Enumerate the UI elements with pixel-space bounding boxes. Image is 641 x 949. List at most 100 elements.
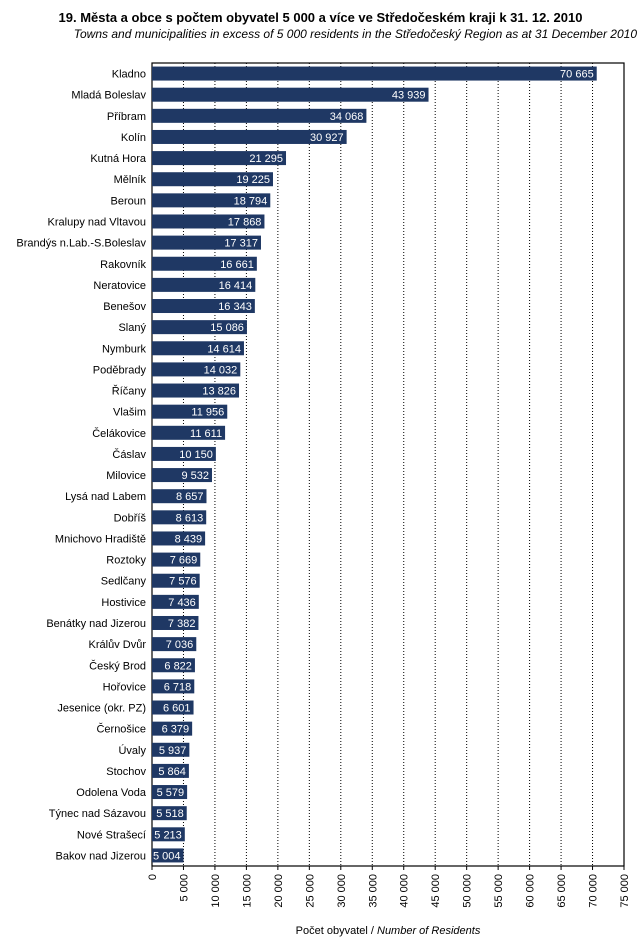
value-label: 34 068 bbox=[330, 111, 364, 123]
bar bbox=[152, 721, 193, 736]
bar bbox=[152, 235, 261, 250]
value-label: 7 669 bbox=[170, 555, 198, 567]
bar bbox=[152, 299, 255, 314]
bar bbox=[152, 193, 271, 208]
value-label: 9 532 bbox=[181, 470, 209, 482]
value-label: 16 661 bbox=[220, 259, 254, 271]
value-label: 11 956 bbox=[191, 407, 224, 419]
x-axis-label-en: Number of Residents bbox=[377, 925, 481, 937]
bar bbox=[152, 510, 207, 525]
bar bbox=[152, 383, 240, 398]
x-tick-label: 35 000 bbox=[367, 874, 379, 908]
bar bbox=[152, 489, 207, 504]
value-label: 6 601 bbox=[163, 703, 191, 715]
category-label: Mnichovo Hradiště bbox=[55, 533, 146, 545]
bar bbox=[152, 679, 195, 694]
category-label: Čáslav bbox=[112, 448, 146, 461]
bar bbox=[152, 468, 212, 483]
category-label: Benešov bbox=[103, 301, 146, 313]
x-tick-label: 75 000 bbox=[619, 874, 631, 908]
bar bbox=[152, 172, 273, 187]
value-label: 8 657 bbox=[176, 491, 204, 503]
category-label: Stochov bbox=[106, 766, 146, 778]
bar bbox=[152, 151, 287, 166]
value-label: 7 576 bbox=[169, 576, 197, 588]
category-label: Neratovice bbox=[93, 280, 146, 292]
bar bbox=[152, 277, 256, 292]
value-label: 21 295 bbox=[249, 153, 283, 165]
x-tick-label: 65 000 bbox=[556, 874, 568, 908]
category-label: Jesenice (okr. PZ) bbox=[57, 703, 146, 715]
value-label: 10 150 bbox=[179, 449, 213, 461]
category-label: Rakovník bbox=[100, 259, 146, 271]
category-label: Kutná Hora bbox=[90, 153, 147, 165]
category-label: Mělník bbox=[114, 174, 147, 186]
x-tick-label: 10 000 bbox=[210, 874, 222, 908]
value-label: 7 382 bbox=[168, 618, 196, 630]
category-label: Lysá nad Labem bbox=[65, 491, 146, 503]
bar bbox=[152, 763, 189, 778]
bar bbox=[152, 531, 206, 546]
x-tick-label: 5 000 bbox=[178, 874, 190, 902]
category-label: Černošice bbox=[96, 723, 146, 736]
value-label: 18 794 bbox=[234, 195, 268, 207]
bar bbox=[152, 594, 199, 609]
bar bbox=[152, 214, 265, 229]
category-label: Hořovice bbox=[103, 681, 146, 693]
value-label: 7 036 bbox=[166, 639, 194, 651]
value-label: 16 414 bbox=[219, 280, 253, 292]
category-label: Poděbrady bbox=[93, 364, 147, 376]
bar bbox=[152, 658, 195, 673]
value-label: 15 086 bbox=[210, 322, 244, 334]
bar bbox=[152, 615, 199, 630]
category-label: Slaný bbox=[118, 322, 146, 334]
category-label: Nové Strašecí bbox=[77, 829, 146, 841]
value-label: 17 317 bbox=[224, 238, 258, 250]
bar bbox=[152, 129, 347, 144]
value-label: 5 579 bbox=[157, 787, 185, 799]
bar bbox=[152, 362, 241, 377]
value-label: 5 864 bbox=[158, 766, 186, 778]
category-label: Sedlčany bbox=[101, 576, 147, 588]
value-label: 5 004 bbox=[153, 850, 181, 862]
bar bbox=[152, 320, 247, 335]
value-label: 13 826 bbox=[202, 386, 236, 398]
bar bbox=[152, 425, 226, 440]
category-label: Králův Dvůr bbox=[89, 639, 147, 651]
bar bbox=[152, 108, 367, 123]
x-tick-label: 45 000 bbox=[430, 874, 442, 908]
value-label: 14 032 bbox=[204, 364, 238, 376]
value-label: 19 225 bbox=[236, 174, 270, 186]
value-label: 5 937 bbox=[159, 745, 187, 757]
value-label: 43 939 bbox=[392, 90, 426, 102]
x-tick-label: 30 000 bbox=[336, 874, 348, 908]
value-label: 30 927 bbox=[310, 132, 344, 144]
x-tick-label: 40 000 bbox=[399, 874, 411, 908]
bar bbox=[152, 66, 597, 81]
category-label: Říčany bbox=[112, 385, 147, 398]
category-label: Odolena Voda bbox=[76, 787, 147, 799]
value-label: 5 518 bbox=[156, 808, 184, 820]
value-label: 8 613 bbox=[176, 512, 204, 524]
x-tick-label: 55 000 bbox=[493, 874, 505, 908]
category-label: Příbram bbox=[107, 111, 146, 123]
category-label: Kladno bbox=[112, 69, 146, 81]
category-label: Dobříš bbox=[114, 512, 147, 524]
bar bbox=[152, 404, 228, 419]
x-tick-label: 60 000 bbox=[525, 874, 537, 908]
x-axis-label: Počet obyvatel / Number of Residents bbox=[152, 925, 624, 937]
bar bbox=[152, 700, 194, 715]
category-label: Český Brod bbox=[89, 659, 146, 672]
category-label: Vlašim bbox=[113, 407, 146, 419]
category-label: Brandýs n.Lab.-S.Boleslav bbox=[16, 238, 146, 250]
value-label: 6 822 bbox=[164, 660, 192, 672]
value-label: 7 436 bbox=[168, 597, 196, 609]
bar bbox=[152, 827, 185, 842]
bar bbox=[152, 446, 216, 461]
bar bbox=[152, 256, 257, 271]
x-tick-label: 0 bbox=[147, 874, 159, 880]
bar bbox=[152, 573, 200, 588]
category-label: Čelákovice bbox=[92, 427, 146, 440]
value-label: 70 665 bbox=[560, 69, 594, 81]
